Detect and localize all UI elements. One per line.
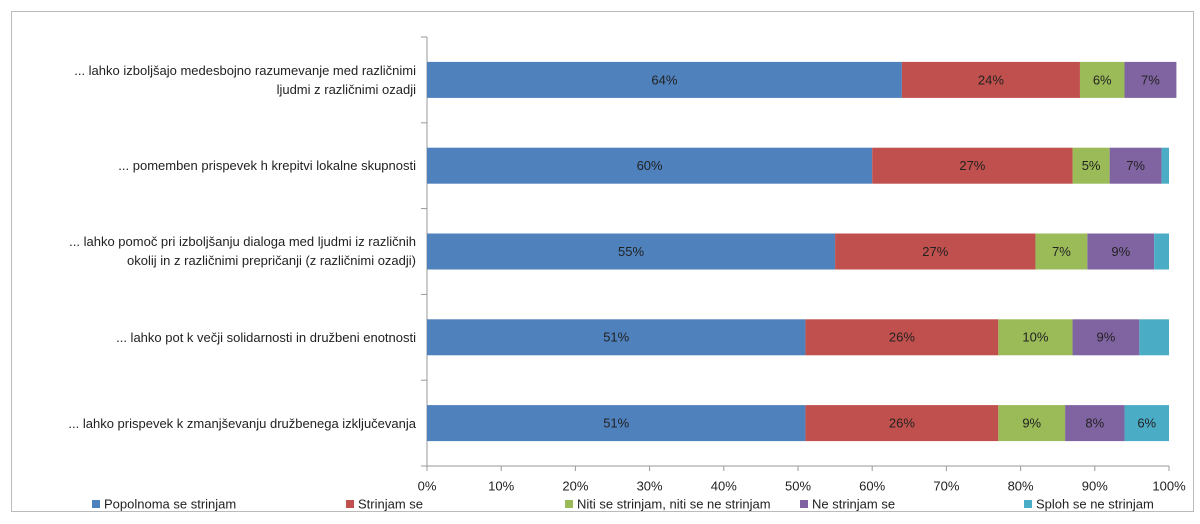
bar-segment [901, 61, 1080, 98]
bar-segment [1139, 319, 1169, 356]
data-label: 7% [1052, 244, 1071, 259]
category-label-box: ... lahko pomoč pri izboljšanju dialoga … [69, 234, 416, 269]
legend-label: Ne strinjam se [812, 496, 895, 511]
data-label: 9% [1097, 330, 1116, 345]
bar-segment [998, 405, 1066, 442]
bar-segment [872, 147, 1073, 184]
data-label: 27% [922, 244, 948, 259]
bar-segment [1124, 405, 1169, 442]
data-label: 9% [1111, 244, 1130, 259]
bar-segment [1035, 233, 1088, 270]
x-tick-label: 70% [933, 478, 959, 493]
data-label: 6% [1137, 416, 1156, 431]
bar-segment [1154, 233, 1169, 270]
bar-segment [1087, 233, 1155, 270]
bar-segment [427, 319, 806, 356]
legend-label: Sploh se ne strinjam [1036, 496, 1154, 511]
legend-swatch [565, 500, 573, 508]
category-label-box: ... lahko prispevek k zmanjševanju družb… [68, 415, 416, 431]
bar-segment [1072, 319, 1140, 356]
x-tick-label: 80% [1008, 478, 1034, 493]
x-tick-label: 0% [418, 478, 437, 493]
legend-label: Strinjam se [358, 496, 423, 511]
category-label: ... pomemben prispevek h krepitvi lokaln… [118, 158, 416, 174]
bar-segment [427, 147, 873, 184]
bar-segment [427, 233, 836, 270]
bar-segment [1124, 61, 1177, 98]
data-label: 24% [978, 72, 1004, 87]
x-tick-label: 30% [637, 478, 663, 493]
data-label: 27% [959, 158, 985, 173]
bar-segment [805, 319, 999, 356]
data-label: 9% [1022, 416, 1041, 431]
data-label: 8% [1085, 416, 1104, 431]
legend-swatch [800, 500, 808, 508]
x-tick-label: 40% [711, 478, 737, 493]
legend-swatch [1024, 500, 1032, 508]
bar-segment [805, 405, 999, 442]
x-tick-label: 100% [1152, 478, 1186, 493]
category-label: ... lahko prispevek k zmanjševanju družb… [68, 415, 416, 431]
legend-swatch [92, 500, 100, 508]
data-label: 6% [1093, 72, 1112, 87]
category-label-box: ... lahko pot k večji solidarnosti in dr… [116, 329, 416, 345]
x-tick-label: 60% [859, 478, 885, 493]
data-label: 10% [1022, 330, 1048, 345]
data-label: 55% [618, 244, 644, 259]
category-label: ... lahko izboljšajo medesbojno razumeva… [74, 62, 416, 97]
category-label-box: ... pomemben prispevek h krepitvi lokaln… [118, 158, 416, 174]
bar-segment [427, 61, 902, 98]
category-label-box: ... lahko izboljšajo medesbojno razumeva… [74, 62, 416, 97]
bar-segment [1079, 61, 1125, 98]
x-tick-label: 50% [785, 478, 811, 493]
bar-segment [1072, 147, 1110, 184]
x-tick-label: 20% [562, 478, 588, 493]
category-label: ... lahko pomoč pri izboljšanju dialoga … [69, 234, 416, 269]
data-label: 5% [1082, 158, 1101, 173]
data-label: 7% [1141, 72, 1160, 87]
data-label: 64% [651, 72, 677, 87]
category-label: ... lahko pot k večji solidarnosti in dr… [116, 329, 416, 345]
legend-label: Popolnoma se strinjam [104, 496, 236, 511]
data-label: 26% [889, 330, 915, 345]
bar-segment [1065, 405, 1125, 442]
bar-segment [835, 233, 1036, 270]
data-label: 60% [637, 158, 663, 173]
data-label: 7% [1126, 158, 1145, 173]
legend-swatch [346, 500, 354, 508]
x-tick-label: 10% [488, 478, 514, 493]
data-label: 51% [603, 416, 629, 431]
bar-segment [1161, 147, 1169, 184]
x-tick-label: 90% [1082, 478, 1108, 493]
data-label: 26% [889, 416, 915, 431]
legend-label: Niti se strinjam, niti se ne strinjam [577, 496, 771, 511]
data-label: 51% [603, 330, 629, 345]
bar-segment [427, 405, 806, 442]
bar-segment [998, 319, 1073, 356]
bar-segment [1109, 147, 1162, 184]
